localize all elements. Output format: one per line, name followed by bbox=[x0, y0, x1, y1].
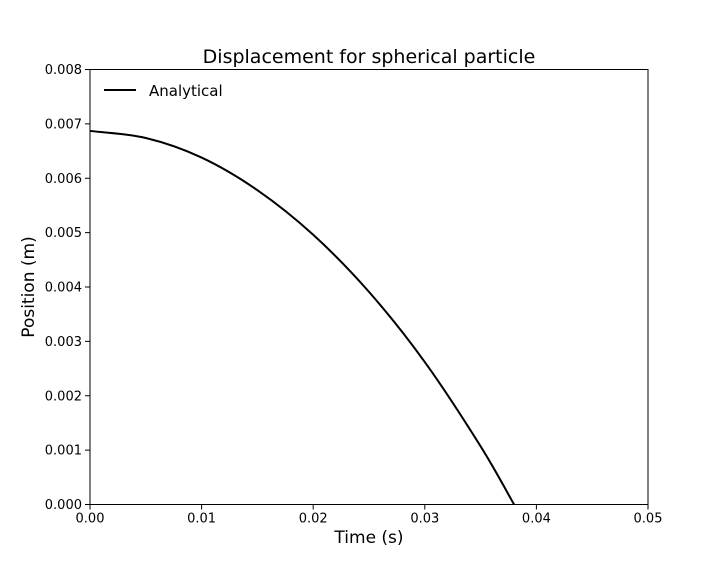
y-tick-label: 0.001 bbox=[45, 444, 82, 459]
y-axis: 0.000 0.001 0.002 0.003 0.004 0.005 0.006 0.007… bbox=[45, 63, 90, 513]
y-tick-label: 0.006 bbox=[45, 172, 82, 187]
y-tick-label: 0.005 bbox=[45, 226, 82, 241]
chart-title: Displacement for spherical particle bbox=[203, 46, 536, 68]
x-tick-label: 0.02 bbox=[299, 512, 328, 527]
x-tick-label: 0.01 bbox=[187, 512, 216, 527]
x-tick-label: 0.05 bbox=[634, 512, 663, 527]
y-axis-label: Position (m) bbox=[19, 236, 39, 337]
y-tick-label: 0.002 bbox=[45, 389, 82, 404]
y-tick-label: 0.008 bbox=[45, 63, 82, 78]
y-tick-label: 0.003 bbox=[45, 335, 82, 350]
x-tick-label: 0.04 bbox=[522, 512, 551, 527]
legend: Analytical bbox=[104, 82, 223, 100]
x-axis-label: Time (s) bbox=[333, 528, 403, 548]
series-line-analytical bbox=[89, 129, 515, 505]
x-tick-label: 0.00 bbox=[76, 512, 105, 527]
x-axis: 0.00 0.01 0.02 0.03 0.04 0.05 bbox=[76, 504, 663, 527]
x-tick-label: 0.03 bbox=[410, 512, 439, 527]
y-tick-label: 0.007 bbox=[45, 117, 82, 132]
y-tick-label: 0.000 bbox=[45, 498, 82, 513]
legend-label-analytical: Analytical bbox=[149, 82, 223, 100]
y-tick-label: 0.004 bbox=[45, 281, 82, 296]
